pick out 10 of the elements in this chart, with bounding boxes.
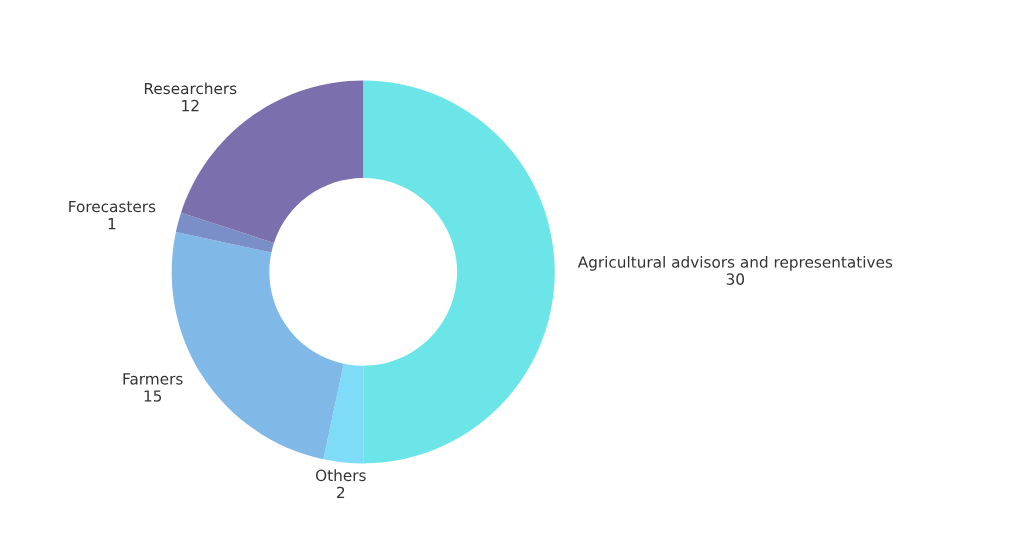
slice-label: Farmers xyxy=(123,373,183,385)
data-label: 1 xyxy=(108,218,116,230)
slice-label: Others xyxy=(315,469,366,482)
slice-label: Researchers xyxy=(144,82,237,95)
slice-label: Forecasters xyxy=(69,200,156,213)
data-label: 2 xyxy=(337,486,345,499)
data-label: 15 xyxy=(144,390,162,402)
slice-label: Agricultural advisors and representatives xyxy=(577,255,893,271)
data-label: 12 xyxy=(182,99,199,112)
data-label: 30 xyxy=(726,273,745,285)
